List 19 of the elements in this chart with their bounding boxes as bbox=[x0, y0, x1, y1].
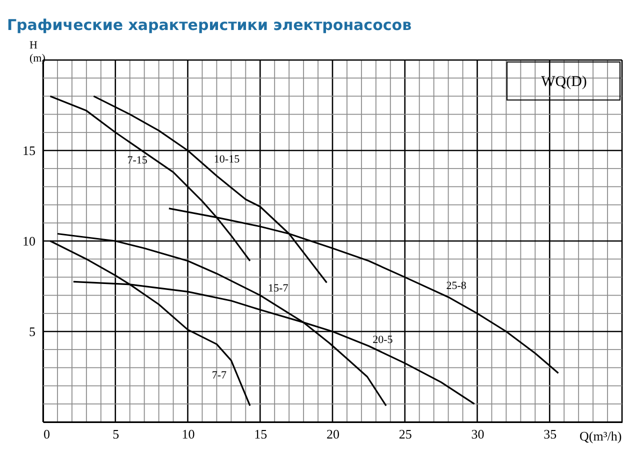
series-label: 10-15 bbox=[214, 154, 240, 166]
x-tick-label: 30 bbox=[471, 426, 484, 442]
x-tick-label: 20 bbox=[326, 426, 340, 442]
y-tick-label: 15 bbox=[22, 143, 36, 158]
x-tick-label: 5 bbox=[112, 426, 120, 442]
x-tick-label: 15 bbox=[254, 426, 268, 442]
x-tick-label: 10 bbox=[182, 426, 195, 442]
chart-title: Графические характеристики электронасосов bbox=[7, 16, 412, 34]
x-tick-label: 0 bbox=[44, 426, 50, 442]
x-tick-label: 25 bbox=[398, 426, 412, 442]
series-label: 20-5 bbox=[372, 334, 394, 346]
series-label: 7-7 bbox=[212, 369, 227, 382]
y-tick-label: 5 bbox=[29, 324, 36, 339]
y-tick-label: 10 bbox=[22, 234, 36, 248]
x-axis-title: Q(m³/h) bbox=[580, 428, 622, 444]
x-tick-label: 35 bbox=[544, 426, 557, 442]
series-label: 15-7 bbox=[268, 282, 289, 294]
series-label: 7-15 bbox=[127, 154, 148, 166]
series-label: 25-8 bbox=[446, 280, 467, 292]
